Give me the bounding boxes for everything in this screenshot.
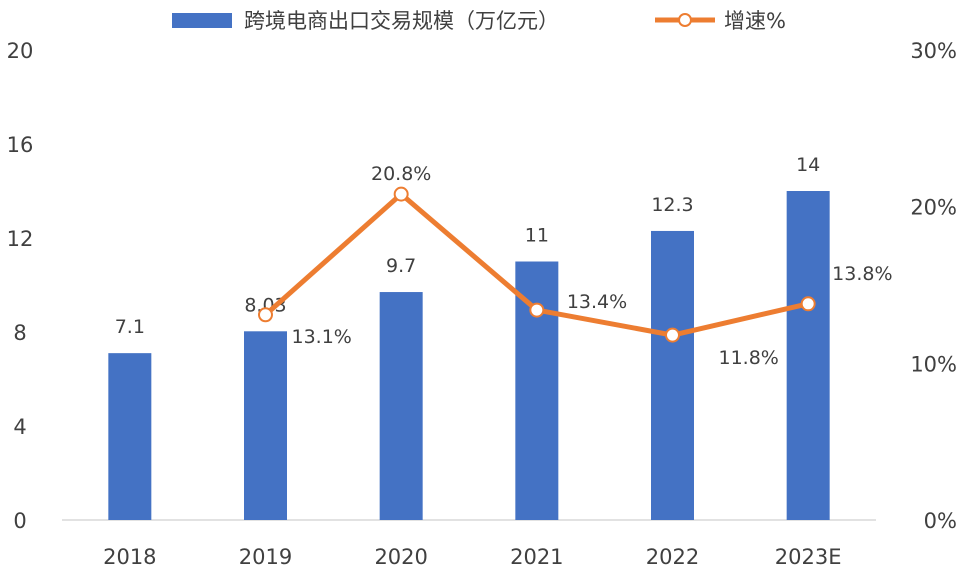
- line-point: [393, 186, 409, 202]
- bar-data-labels: 7.1 8.03 9.7 11 12.3 14: [115, 154, 821, 338]
- y-axis-right: 0% 10% 20% 30%: [910, 39, 957, 533]
- line-point: [665, 327, 680, 343]
- bar-value-label: 8.03: [244, 294, 286, 316]
- x-tick-label: 2020: [374, 545, 427, 569]
- y-left-tick-label: 0: [13, 509, 26, 533]
- line-point: [258, 307, 273, 323]
- bar: [244, 331, 287, 520]
- x-tick-label: 2021: [510, 545, 563, 569]
- y-left-tick-label: 4: [13, 415, 26, 439]
- y-left-tick-label: 12: [7, 227, 34, 251]
- y-right-tick-label: 0%: [924, 509, 957, 533]
- line-data-labels: 13.1% 20.8% 13.4% 11.8% 13.8%: [292, 163, 893, 369]
- bar-value-label: 12.3: [651, 194, 693, 216]
- bar-series: [108, 191, 830, 520]
- line-point: [529, 302, 545, 318]
- legend-line-label: 增速%: [724, 9, 786, 33]
- x-tick-label: 2019: [239, 545, 292, 569]
- line-value-label: 20.8%: [371, 163, 431, 185]
- bar: [786, 191, 830, 520]
- legend: 跨境电商出口交易规模（万亿元） 增速%: [172, 9, 786, 33]
- y-left-tick-label: 8: [13, 321, 26, 345]
- legend-bar-swatch: [172, 13, 232, 28]
- bar-value-label: 11: [525, 225, 549, 247]
- bar: [651, 230, 694, 520]
- bar-value-label: 14: [796, 154, 820, 176]
- line-series: [258, 186, 816, 343]
- x-tick-label: 2018: [103, 545, 156, 569]
- bar: [379, 292, 423, 520]
- line-value-label: 13.8%: [832, 263, 892, 285]
- legend-bar-label: 跨境电商出口交易规模（万亿元）: [244, 9, 559, 33]
- line-value-label: 13.1%: [292, 326, 352, 348]
- y-axis-left: 0 4 8 12 16 20: [7, 39, 34, 533]
- line-value-label: 11.8%: [719, 347, 779, 369]
- x-axis: 2018 2019 2020 2021 2022 2023E: [62, 519, 876, 569]
- y-right-tick-label: 30%: [910, 39, 957, 63]
- bar-value-label: 9.7: [386, 255, 416, 277]
- legend-line-marker: [678, 13, 692, 27]
- x-tick-label: 2022: [646, 545, 699, 569]
- y-left-tick-label: 20: [7, 39, 34, 63]
- bar: [108, 353, 152, 520]
- y-right-tick-label: 20%: [910, 196, 957, 220]
- bar-value-label: 7.1: [115, 316, 145, 338]
- x-tick-label: 2023E: [775, 545, 842, 569]
- y-left-tick-label: 16: [7, 133, 34, 157]
- line-point: [800, 296, 816, 312]
- line-value-label: 13.4%: [567, 291, 627, 313]
- y-right-tick-label: 10%: [910, 352, 957, 376]
